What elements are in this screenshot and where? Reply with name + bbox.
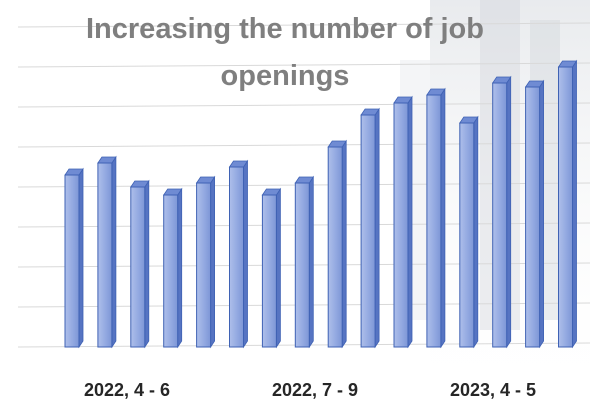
- bar-8: [294, 175, 315, 349]
- gridline: [17, 62, 590, 68]
- bar-3: [130, 179, 150, 349]
- chart-title: Increasing the number of job openings: [86, 13, 484, 92]
- bar-15: [524, 79, 545, 349]
- bars: [64, 59, 578, 349]
- bar-14: [491, 75, 512, 349]
- bar-7: [261, 187, 282, 349]
- bar-9: [327, 139, 347, 349]
- bar-4: [162, 187, 183, 349]
- bar-10: [360, 107, 380, 349]
- bar-1: [64, 167, 84, 349]
- gridline: [17, 22, 590, 28]
- x-axis-label-2: 2022, 7 - 9: [271, 380, 359, 400]
- bar-6: [228, 159, 249, 349]
- bar-2: [97, 155, 117, 349]
- x-axis-label-3: 2023, 4 - 5: [449, 380, 537, 400]
- x-axis-label-1: 2022, 4 - 6: [83, 380, 171, 400]
- bar-13: [459, 115, 479, 349]
- bar-5: [195, 175, 216, 349]
- bar-11: [393, 95, 413, 349]
- bar-16: [557, 59, 578, 349]
- bar-12: [426, 87, 446, 349]
